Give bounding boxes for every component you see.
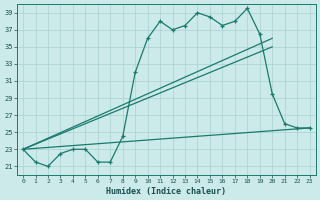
X-axis label: Humidex (Indice chaleur): Humidex (Indice chaleur) <box>106 187 226 196</box>
